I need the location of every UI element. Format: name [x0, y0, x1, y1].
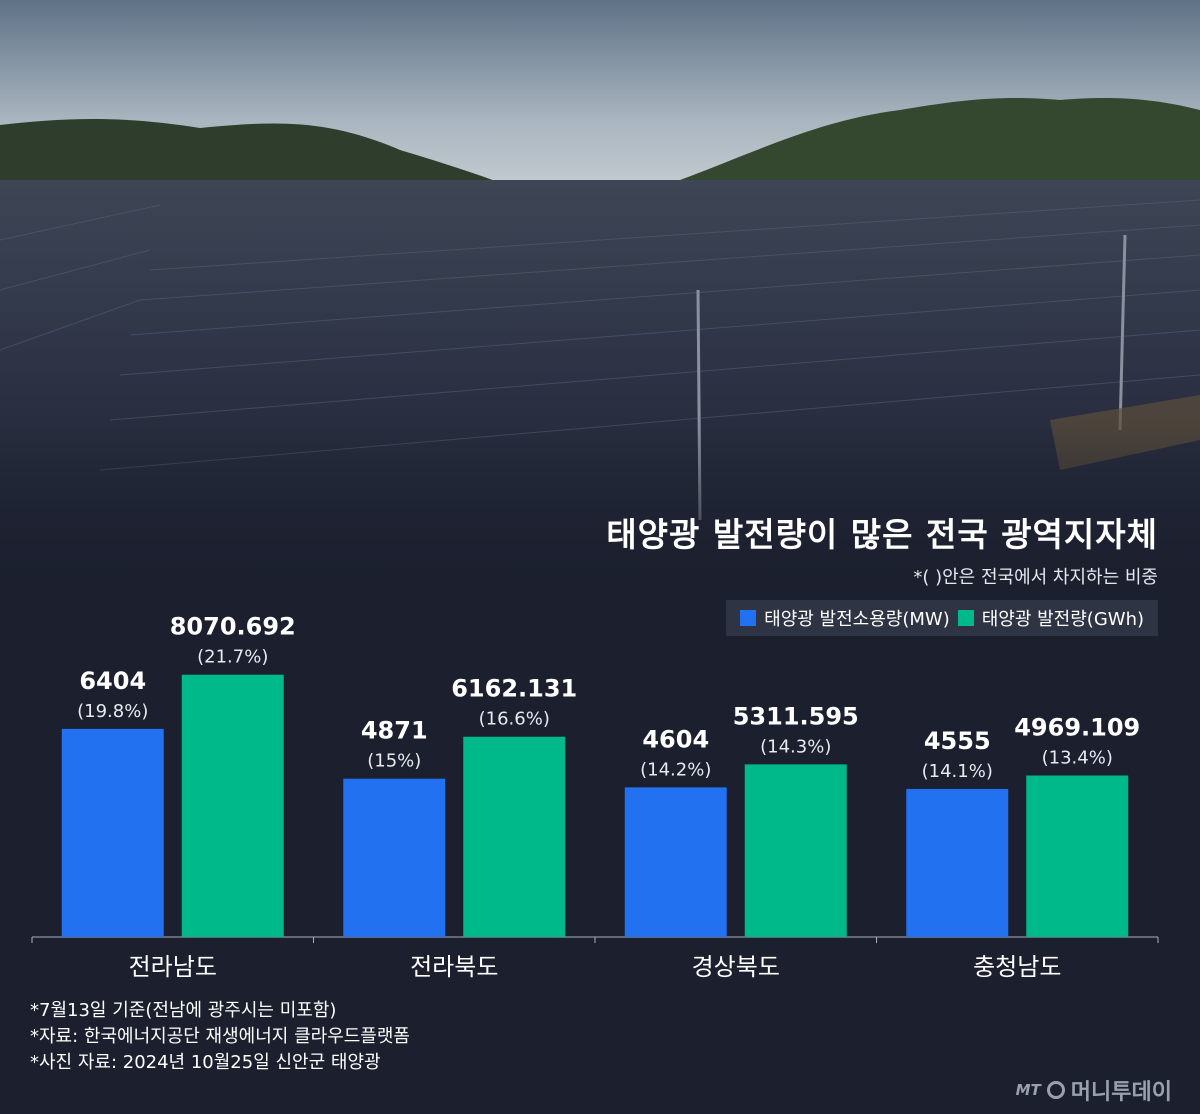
footnote-photo: *사진 자료: 2024년 10월25일 신안군 태양광	[30, 1052, 381, 1073]
bar-capacity	[906, 788, 1009, 937]
chart-title: 태양광 발전량이 많은 전국 광역지자체	[606, 515, 1158, 554]
logo-name: 머니투데이	[1070, 1080, 1172, 1105]
share-label-capacity: (14.2%)	[640, 759, 711, 780]
bar-generation	[1026, 775, 1129, 937]
value-label-generation: 4969.109	[1014, 714, 1140, 742]
bar-capacity	[343, 778, 446, 937]
value-label-capacity: 6404	[79, 667, 146, 695]
bar-generation	[181, 674, 284, 937]
share-label-generation: (13.4%)	[1042, 748, 1113, 769]
category-label: 전라북도	[410, 953, 498, 980]
bar-chart: 전라남도 6404 (19.8%) 8070.692 (21.7%) 전라북도 4871 (1…	[31, 613, 1159, 980]
value-label-generation: 8070.692	[170, 613, 296, 641]
bar-generation	[744, 764, 847, 937]
share-label-generation: (14.3%)	[760, 736, 831, 757]
share-label-generation: (21.7%)	[197, 647, 268, 668]
category-label: 전라남도	[129, 953, 217, 980]
value-label-capacity: 4555	[924, 727, 991, 755]
legend-label-generation: 태양광 발전량(GWh)	[981, 609, 1144, 630]
footnotes: *7월13일 기준(전남에 광주시는 미포함) *자료: 한국에너지공단 재생에…	[30, 998, 410, 1076]
bar-capacity	[624, 787, 727, 937]
bar-generation	[463, 736, 566, 937]
legend: 태양광 발전소용량(MW) 태양광 발전량(GWh)	[726, 600, 1158, 636]
share-label-capacity: (15%)	[367, 751, 421, 772]
solar-farm-photo	[0, 0, 1200, 600]
value-label-capacity: 4604	[642, 725, 709, 753]
legend-item-capacity: 태양광 발전소용량(MW)	[740, 605, 950, 631]
legend-item-generation: 태양광 발전량(GWh)	[957, 605, 1144, 631]
share-label-capacity: (19.8%)	[77, 701, 148, 722]
share-note: *( )안은 전국에서 차지하는 비중	[913, 567, 1158, 588]
value-label-generation: 5311.595	[733, 702, 859, 730]
value-label-capacity: 4871	[361, 717, 428, 745]
publisher-logo: MT 머니투데이	[1016, 1074, 1172, 1106]
share-label-generation: (16.6%)	[479, 709, 550, 730]
value-label-generation: 6162.131	[451, 675, 577, 703]
logo-mark: MT	[1015, 1081, 1041, 1099]
share-label-capacity: (14.1%)	[922, 761, 993, 782]
bar-capacity	[61, 728, 164, 937]
legend-label-capacity: 태양광 발전소용량(MW)	[764, 609, 950, 630]
footnote-date: *7월13일 기준(전남에 광주시는 미포함)	[30, 1000, 337, 1021]
logo-circle-icon	[1046, 1081, 1065, 1099]
legend-swatch-generation	[957, 610, 974, 626]
category-label: 경상북도	[692, 953, 780, 980]
legend-swatch-capacity	[740, 610, 757, 626]
category-label: 충청남도	[973, 953, 1061, 980]
footnote-source: *자료: 한국에너지공단 재생에너지 클라우드플랫폼	[30, 1026, 410, 1047]
